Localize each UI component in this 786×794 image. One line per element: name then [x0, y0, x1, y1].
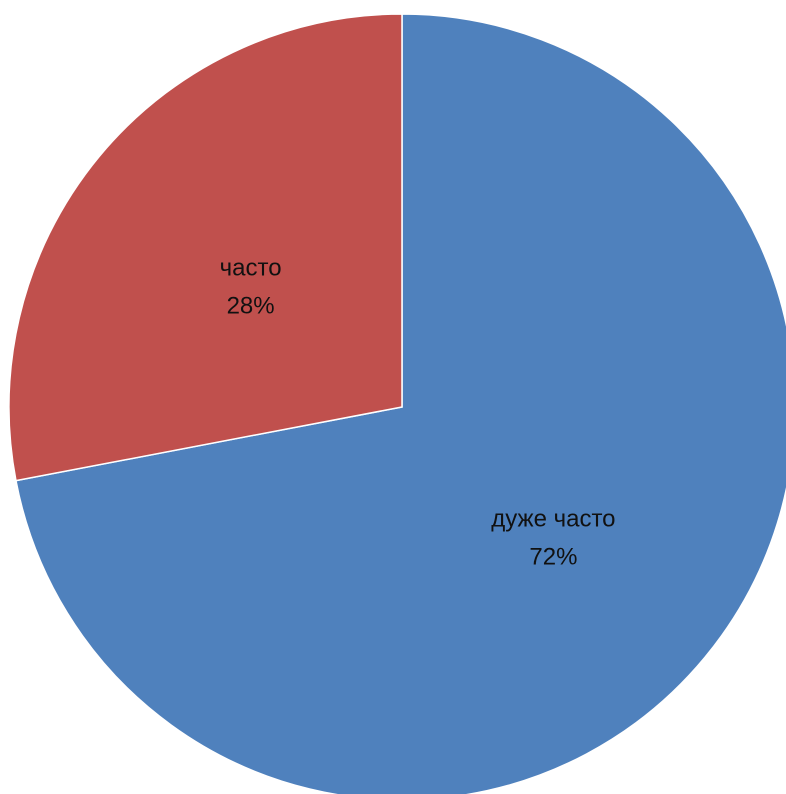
pie-slice-1	[8, 13, 403, 482]
pie-labels: дуже часто 72% часто 28%	[220, 255, 616, 571]
slice-category-label: дуже часто	[491, 505, 615, 532]
pie-slice-0	[15, 13, 786, 794]
slice-percent-label: 28%	[227, 293, 275, 320]
pie-slices	[8, 13, 786, 794]
slice-percent-label: 72%	[529, 543, 577, 570]
slice-category-label: часто	[220, 255, 282, 282]
